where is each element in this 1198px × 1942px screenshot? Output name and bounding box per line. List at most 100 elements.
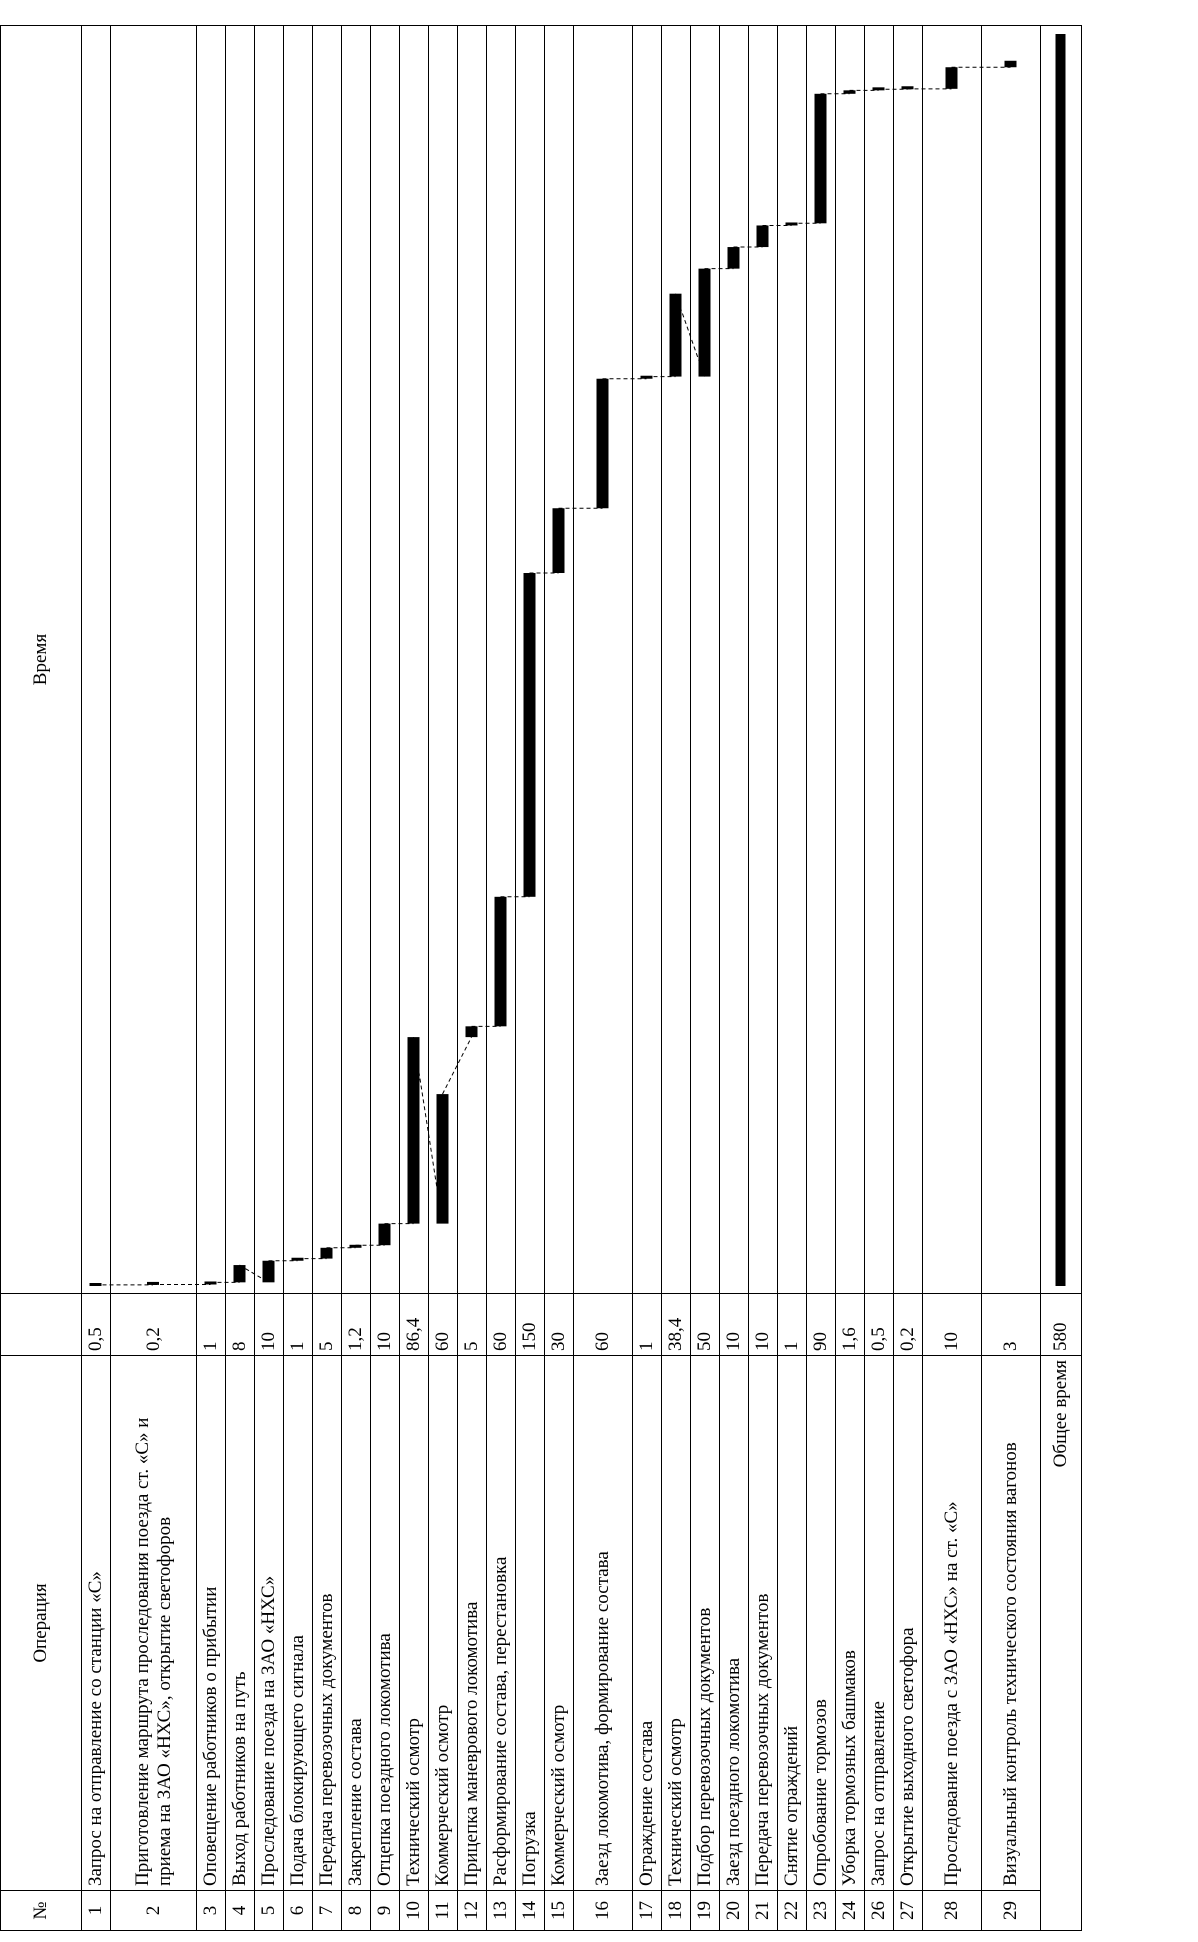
cell-duration: 150 [515, 1293, 545, 1356]
table-row: 17 Ограждение состава 1 [632, 25, 662, 1931]
cell-duration: 10 [719, 1293, 749, 1356]
cell-duration: 10 [254, 1293, 284, 1356]
cell-operation: Открытие выходного светофора [893, 1355, 923, 1891]
cell-num: 9 [370, 1890, 400, 1931]
table-row: 10 Технический осмотр 86,4 [399, 25, 429, 1931]
table-row: 18 Технический осмотр 38,4 [661, 25, 691, 1931]
table-row: 14 Погрузка 150 [515, 25, 545, 1931]
cell-num: 22 [777, 1890, 807, 1931]
cell-operation: Опробование тормозов [806, 1355, 836, 1891]
table-row: 24 Уборка тормозных башмаков 1,6 [835, 25, 865, 1931]
cell-time [283, 25, 313, 1294]
cell-duration: 8 [225, 1293, 255, 1356]
table-row: 20 Заезд поездного локомотива 10 [719, 25, 749, 1931]
cell-duration: 1 [196, 1293, 226, 1356]
cell-num: 10 [399, 1890, 429, 1931]
cell-num: 26 [864, 1890, 894, 1931]
header-duration [0, 1293, 82, 1356]
cell-operation: Уборка тормозных башмаков [835, 1355, 865, 1891]
header-num: № [0, 1890, 82, 1931]
cell-num: 11 [428, 1890, 458, 1931]
cell-operation: Проследование поезда с ЗАО «НХС» на ст. … [922, 1355, 982, 1891]
table-row: 23 Опробование тормозов 90 [806, 25, 836, 1931]
table-row: 28 Проследование поезда с ЗАО «НХС» на ст… [922, 25, 982, 1931]
cell-duration: 5 [312, 1293, 342, 1356]
cell-time [864, 25, 894, 1294]
cell-duration: 1 [632, 1293, 662, 1356]
table-row: 29 Визуальный контроль технического состо… [981, 25, 1041, 1931]
total-row: Общее время 580 [1040, 25, 1082, 1931]
cell-time [196, 25, 226, 1294]
cell-duration: 30 [544, 1293, 574, 1356]
cell-duration: 1,6 [835, 1293, 865, 1356]
cell-duration: 10 [922, 1293, 982, 1356]
cell-operation: Погрузка [515, 1355, 545, 1891]
cell-time [225, 25, 255, 1294]
table-row: 16 Заезд локомотива, формирование состава… [573, 25, 633, 1931]
cell-num: 13 [486, 1890, 516, 1931]
cell-duration: 0,5 [81, 1293, 111, 1356]
cell-operation: Подача блокирующего сигнала [283, 1355, 313, 1891]
cell-num: 21 [748, 1890, 778, 1931]
table-row: 21 Передача перевозочных документов 10 [748, 25, 778, 1931]
cell-operation: Снятие ограждений [777, 1355, 807, 1891]
table-row: 22 Снятие ограждений 1 [777, 25, 807, 1931]
cell-operation: Передача перевозочных документов [748, 1355, 778, 1891]
cell-num: 4 [225, 1890, 255, 1931]
cell-num: 24 [835, 1890, 865, 1931]
table-row: 2 Приготовление маршрута проследования по… [110, 25, 197, 1931]
cell-operation: Визуальный контроль технического состоян… [981, 1355, 1041, 1891]
table-body: 1 Запрос на отправление со станции «С» 0,5… [81, 25, 1082, 1931]
cell-operation: Запрос на отправление [864, 1355, 894, 1891]
total-duration: 580 [1040, 1293, 1082, 1356]
cell-operation: Отцепка поездного локомотива [370, 1355, 400, 1891]
cell-time [748, 25, 778, 1294]
table-row: 12 Прицепка маневрового локомотива 5 [457, 25, 487, 1931]
cell-operation: Коммерческий осмотр [428, 1355, 458, 1891]
cell-duration: 1,2 [341, 1293, 371, 1356]
cell-duration: 86,4 [399, 1293, 429, 1356]
cell-time [399, 25, 429, 1294]
cell-num: 19 [690, 1890, 720, 1931]
cell-duration: 90 [806, 1293, 836, 1356]
cell-num: 14 [515, 1890, 545, 1931]
table-row: 15 Коммерческий осмотр 30 [544, 25, 574, 1931]
cell-operation: Выход работников на путь [225, 1355, 255, 1891]
gantt-table: № Операция Время 1 Запрос на отправление … [0, 25, 1082, 1931]
cell-time [1040, 25, 1082, 1294]
cell-duration: 38,4 [661, 1293, 691, 1356]
cell-time [110, 25, 197, 1294]
cell-num: 8 [341, 1890, 371, 1931]
cell-num: 28 [922, 1890, 982, 1931]
cell-operation: Запрос на отправление со станции «С» [81, 1355, 111, 1891]
cell-duration: 1 [777, 1293, 807, 1356]
cell-operation: Заезд локомотива, формирование состава [573, 1355, 633, 1891]
table-row: 27 Открытие выходного светофора 0,2 [893, 25, 923, 1931]
cell-duration: 0,2 [110, 1293, 197, 1356]
cell-operation: Подбор перевозочных документов [690, 1355, 720, 1891]
cell-time [922, 25, 982, 1294]
cell-num: 29 [981, 1890, 1041, 1931]
cell-time [806, 25, 836, 1294]
table-row: 11 Коммерческий осмотр 60 [428, 25, 458, 1931]
cell-operation: Технический осмотр [399, 1355, 429, 1891]
cell-num: 2 [110, 1890, 197, 1931]
header-time: Время [0, 25, 82, 1294]
cell-operation: Проследование поезда на ЗАО «НХС» [254, 1355, 284, 1891]
table-row: 3 Оповещение работников о прибытии 1 [196, 25, 226, 1931]
cell-time [486, 25, 516, 1294]
cell-num: 15 [544, 1890, 574, 1931]
cell-num: 27 [893, 1890, 923, 1931]
cell-operation: Заезд поездного локомотива [719, 1355, 749, 1891]
cell-time [515, 25, 545, 1294]
cell-time [981, 25, 1041, 1294]
table-row: 6 Подача блокирующего сигнала 1 [283, 25, 313, 1931]
table-row: 8 Закрепление состава 1,2 [341, 25, 371, 1931]
cell-operation: Закрепление состава [341, 1355, 371, 1891]
table-row: 7 Передача перевозочных документов 5 [312, 25, 342, 1931]
cell-duration: 10 [748, 1293, 778, 1356]
rotated-table-container: № Операция Время 1 Запрос на отправление … [0, 6, 1187, 1931]
cell-time [632, 25, 662, 1294]
cell-operation: Оповещение работников о прибытии [196, 1355, 226, 1891]
cell-time [370, 25, 400, 1294]
